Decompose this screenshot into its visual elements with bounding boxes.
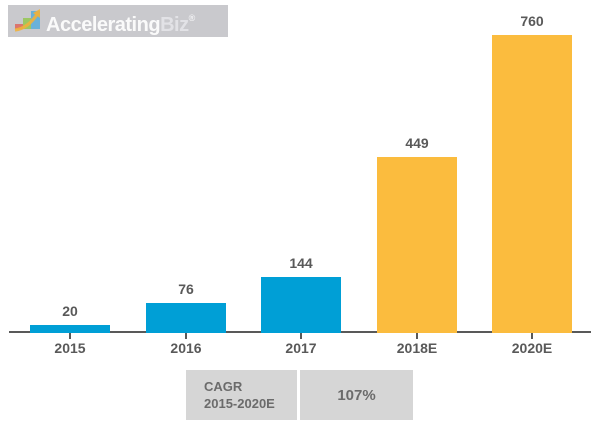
- bar-value-label: 449: [405, 135, 429, 151]
- bar-2016: [146, 303, 226, 333]
- logo-text: AcceleratingBiz®: [46, 2, 195, 41]
- logo-text-secondary: Biz: [160, 13, 189, 36]
- bar-2020E: [492, 35, 572, 333]
- bar-value-label: 20: [62, 303, 78, 319]
- category-label-2018E: 2018E: [396, 340, 438, 356]
- cagr-label-line2: 2015-2020E: [204, 396, 275, 411]
- cagr-label-line1: CAGR: [204, 379, 243, 394]
- axis-tick: [416, 333, 418, 339]
- registered-trademark-symbol: ®: [188, 12, 196, 23]
- category-label-2016: 2016: [170, 340, 202, 356]
- category-label-2015: 2015: [54, 340, 86, 356]
- axis-tick: [185, 333, 187, 339]
- cagr-value-cell: 107%: [300, 370, 413, 420]
- axis-tick: [69, 333, 71, 339]
- axis-tick: [300, 333, 302, 339]
- category-label-2020E: 2020E: [511, 340, 553, 356]
- logo-text-primary: Accelerating: [46, 13, 161, 36]
- bar-value-label: 76: [178, 281, 194, 297]
- bar-2015: [30, 325, 110, 333]
- bar-value-label: 144: [289, 255, 313, 271]
- bar-2018E: [377, 157, 457, 333]
- cagr-summary-table: CAGR 2015-2020E 107%: [186, 370, 413, 420]
- cagr-label-cell: CAGR 2015-2020E: [186, 370, 297, 420]
- axis-tick: [531, 333, 533, 339]
- ascending-bars-with-growth-arrow-icon: [14, 9, 40, 32]
- acceleratingbiz-logo: AcceleratingBiz®: [8, 5, 228, 37]
- cagr-table-divider: [297, 370, 300, 420]
- category-label-2017: 2017: [285, 340, 317, 356]
- bar-value-label: 760: [520, 13, 544, 29]
- bar-2017: [261, 277, 341, 333]
